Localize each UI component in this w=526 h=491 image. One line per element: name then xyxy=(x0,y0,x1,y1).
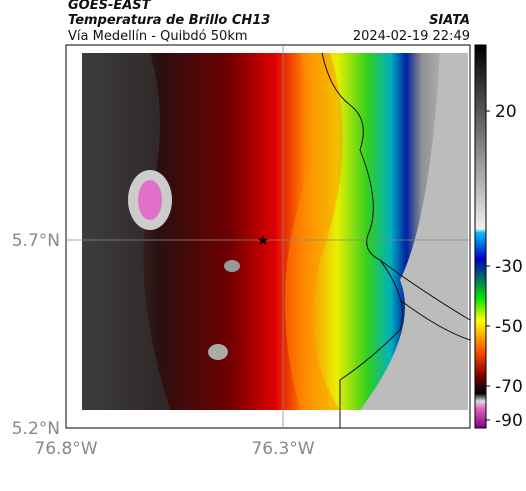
colorbar-tick-label: -90 xyxy=(495,411,523,431)
colorbar xyxy=(474,44,487,429)
cloud-cell xyxy=(208,344,228,360)
title: Temperatura de Brillo CH13 xyxy=(68,13,270,28)
lat-label: 5.7°N xyxy=(12,231,60,251)
lon-label: 76.8°W xyxy=(34,439,97,459)
datetime: 2024-02-19 22:49 xyxy=(353,29,470,44)
satellite: GOES-EAST xyxy=(68,0,152,13)
lat-label: 5.2°N xyxy=(12,419,60,439)
org: SIATA xyxy=(429,13,470,28)
colorbar-tick-label: -70 xyxy=(495,377,523,397)
location-marker: ★ xyxy=(257,233,270,249)
border xyxy=(321,52,403,428)
colorbar-ticks: 20 -30 -50 -70 -90 xyxy=(486,102,523,431)
colorbar-tick-label: -50 xyxy=(495,317,523,337)
lon-label: 76.3°W xyxy=(251,439,314,459)
border xyxy=(379,259,471,341)
cloud-core xyxy=(138,180,162,220)
colorbar-tick-label: 20 xyxy=(495,102,517,122)
map: ★ xyxy=(65,44,471,429)
warm-region xyxy=(360,53,468,410)
subtitle: Vía Medellín - Quibdó 50km xyxy=(68,29,248,44)
colorbar-tick-label: -30 xyxy=(495,257,523,277)
cold-region xyxy=(82,53,170,410)
cloud-cell xyxy=(224,260,240,272)
front xyxy=(285,53,343,410)
